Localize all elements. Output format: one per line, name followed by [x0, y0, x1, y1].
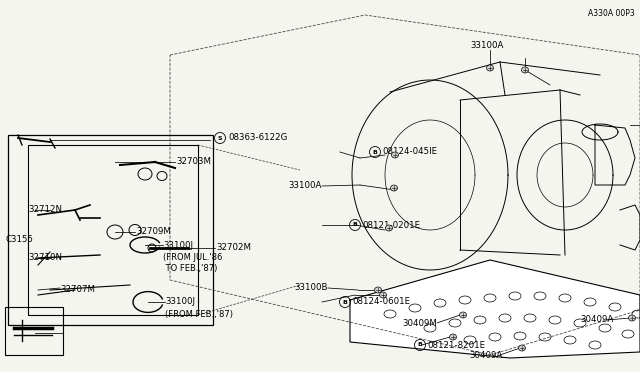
Text: 33100J: 33100J: [163, 241, 193, 250]
Bar: [28, 145, 198, 315]
Text: 08363-6122G: 08363-6122G: [228, 134, 287, 142]
Text: 08124-045IE: 08124-045IE: [382, 148, 437, 157]
Ellipse shape: [374, 287, 381, 293]
Text: 33100B: 33100B: [294, 283, 328, 292]
Text: 32712N: 32712N: [28, 205, 62, 215]
Text: 30409M: 30409M: [402, 318, 437, 327]
Text: 30409A: 30409A: [470, 350, 503, 359]
Text: 32702M: 32702M: [216, 244, 251, 253]
Text: A330A 00P3: A330A 00P3: [588, 10, 635, 19]
Ellipse shape: [460, 312, 467, 318]
Text: 32709M: 32709M: [136, 228, 171, 237]
Text: 32707M: 32707M: [60, 285, 95, 295]
Text: 08121-8201E: 08121-8201E: [427, 340, 485, 350]
Ellipse shape: [385, 225, 392, 231]
Bar: [5, 307, 63, 355]
Ellipse shape: [628, 315, 636, 321]
Polygon shape: [350, 260, 640, 358]
Text: 32703M: 32703M: [176, 157, 211, 167]
Text: S: S: [218, 135, 222, 141]
Ellipse shape: [148, 244, 156, 252]
Text: 08124-0601E: 08124-0601E: [352, 298, 410, 307]
Ellipse shape: [449, 334, 456, 340]
Ellipse shape: [392, 152, 399, 158]
Text: 33100A: 33100A: [470, 41, 504, 49]
Bar: [8, 135, 213, 325]
Text: 30409A: 30409A: [580, 315, 614, 324]
Text: (FROM FEB.,'87): (FROM FEB.,'87): [165, 310, 233, 318]
Text: 33100A: 33100A: [289, 182, 322, 190]
Text: C3155: C3155: [5, 235, 33, 244]
Text: B: B: [417, 343, 422, 347]
Ellipse shape: [390, 185, 397, 191]
Text: B: B: [353, 222, 357, 228]
Ellipse shape: [486, 65, 493, 71]
Text: 32710N: 32710N: [28, 253, 62, 263]
Text: (FROM JUL.'86: (FROM JUL.'86: [163, 253, 222, 262]
Text: 08121-0201E: 08121-0201E: [362, 221, 420, 230]
Ellipse shape: [518, 345, 525, 351]
Ellipse shape: [522, 67, 529, 73]
Ellipse shape: [380, 292, 387, 298]
Text: TO FEB.,'87): TO FEB.,'87): [163, 263, 218, 273]
Text: 33100J: 33100J: [165, 298, 195, 307]
Text: B: B: [342, 299, 348, 305]
Text: B: B: [372, 150, 378, 154]
